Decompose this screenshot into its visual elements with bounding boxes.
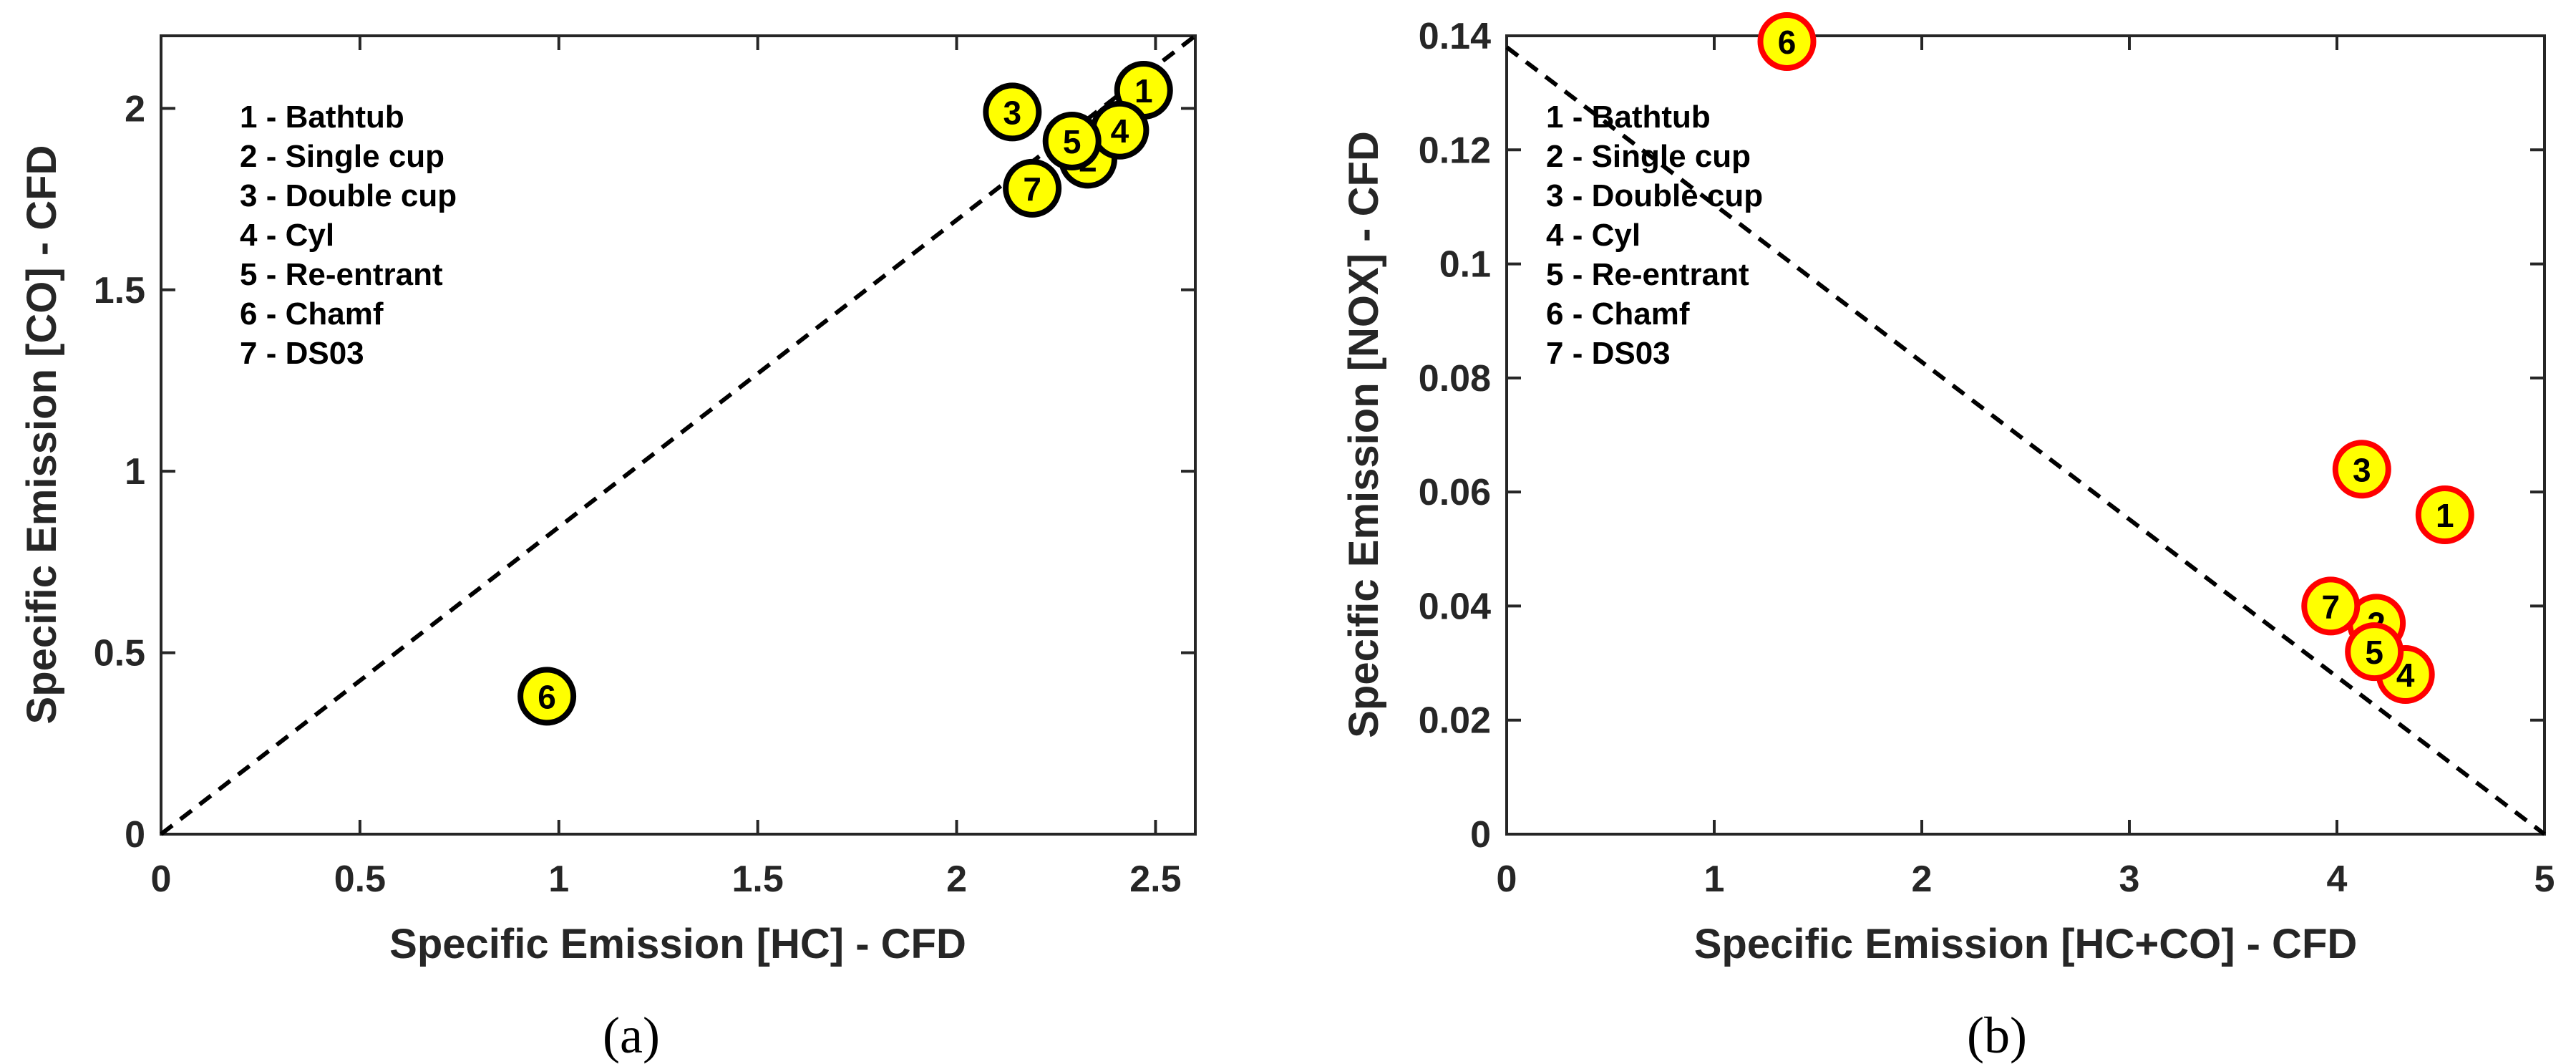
x-tick-label-a: 2 — [946, 859, 967, 900]
data-point-b-1 — [2415, 485, 2474, 544]
x-axis-label-b: Specific Emission [HC+CO] - CFD — [1694, 921, 2358, 967]
x-tick-label-a: 0.5 — [334, 859, 386, 900]
y-tick-label-b: 0.14 — [1419, 16, 1491, 57]
x-tick-label-b: 2 — [1912, 859, 1933, 900]
y-axis-label-b: Specific Emission [NOX] - CFD — [1341, 131, 1387, 738]
x-tick-label-a: 1.5 — [732, 859, 784, 900]
y-tick-label-b: 0.02 — [1419, 700, 1491, 742]
data-point-label-b-6: 6 — [1778, 24, 1797, 61]
data-point-label-a-4: 4 — [1111, 112, 1129, 150]
x-tick-label-b: 5 — [2534, 859, 2555, 900]
y-tick-label-a: 1.5 — [94, 270, 145, 311]
data-point-label-b-7: 7 — [2322, 588, 2341, 625]
panel-caption-a: (a) — [603, 1007, 660, 1064]
legend-entry-a: 7 - DS03 — [240, 336, 364, 371]
y-tick-label-a: 2 — [125, 88, 145, 130]
y-tick-label-b: 0.06 — [1419, 472, 1491, 513]
y-axis-label-a: Specific Emission [CO] - CFD — [19, 145, 65, 725]
data-point-label-a-5: 5 — [1063, 123, 1082, 160]
data-point-b-7 — [2301, 576, 2361, 636]
legend-entry-b: 2 - Single cup — [1546, 139, 1751, 174]
y-tick-label-a: 0.5 — [94, 633, 145, 674]
legend-entry-a: 5 - Re-entrant — [240, 257, 443, 292]
y-tick-label-b: 0.04 — [1419, 586, 1491, 627]
x-tick-label-b: 4 — [2327, 859, 2348, 900]
x-tick-label-a: 0 — [151, 859, 172, 900]
data-point-label-b-5: 5 — [2365, 634, 2383, 671]
x-tick-label-a: 1 — [548, 859, 569, 900]
data-point-label-a-1: 1 — [1134, 72, 1153, 110]
chart-panel-a: 0 0.5 1 1.5 2 2.5 0 0.5 1 1.5 2 Specific Emission [… — [19, 34, 1197, 1064]
data-point-label-b-1: 1 — [2436, 497, 2454, 534]
x-axis-label-a: Specific Emission [HC] - CFD — [389, 921, 966, 967]
data-point-a-5 — [1042, 111, 1102, 170]
legend-entry-a: 2 - Single cup — [240, 139, 444, 174]
data-point-a-6 — [517, 667, 577, 726]
chart-panel-b: 0 1 2 3 4 5 0 0.02 0.04 0.06 0.08 0.1 0.12 0.14 Specif… — [1341, 11, 2555, 1064]
legend-entry-a: 4 - Cyl — [240, 218, 334, 253]
data-point-label-b-3: 3 — [2353, 451, 2371, 488]
x-tick-label-a: 2.5 — [1129, 859, 1181, 900]
legend-entry-b: 4 - Cyl — [1546, 218, 1641, 253]
data-point-b-5 — [2345, 622, 2404, 682]
data-point-label-a-7: 7 — [1023, 170, 1041, 208]
x-tick-label-b: 0 — [1497, 859, 1517, 900]
x-tick-label-b: 3 — [2119, 859, 2140, 900]
legend-entry-b: 6 - Chamf — [1546, 296, 1690, 332]
y-tick-label-b: 0.1 — [1439, 244, 1491, 286]
data-point-label-a-3: 3 — [1003, 94, 1022, 131]
plot-frame-b — [1505, 34, 2546, 836]
plot-frame-a — [160, 34, 1197, 836]
x-tick-label-b: 1 — [1704, 859, 1725, 900]
y-tick-label-b: 0.12 — [1419, 130, 1491, 171]
y-tick-label-b: 0 — [1470, 814, 1491, 856]
data-point-b-6 — [1757, 11, 1817, 71]
data-point-a-7 — [1003, 158, 1062, 218]
data-point-label-a-6: 6 — [538, 678, 556, 715]
legend-entry-b: 7 - DS03 — [1546, 336, 1671, 371]
data-point-a-3 — [983, 82, 1042, 142]
data-point-b-3 — [2332, 440, 2391, 499]
y-tick-label-b: 0.08 — [1419, 358, 1491, 400]
legend-entry-a: 6 - Chamf — [240, 296, 384, 332]
panel-caption-b: (b) — [1967, 1007, 2027, 1064]
legend-entry-b: 3 - Double cup — [1546, 178, 1763, 213]
legend-entry-a: 1 - Bathtub — [240, 100, 404, 135]
legend-entry-b: 5 - Re-entrant — [1546, 257, 1749, 292]
y-tick-label-a: 0 — [125, 814, 145, 856]
y-tick-label-a: 1 — [125, 451, 145, 493]
legend-entry-a: 3 - Double cup — [240, 178, 457, 213]
legend-entry-b: 1 - Bathtub — [1546, 100, 1711, 135]
